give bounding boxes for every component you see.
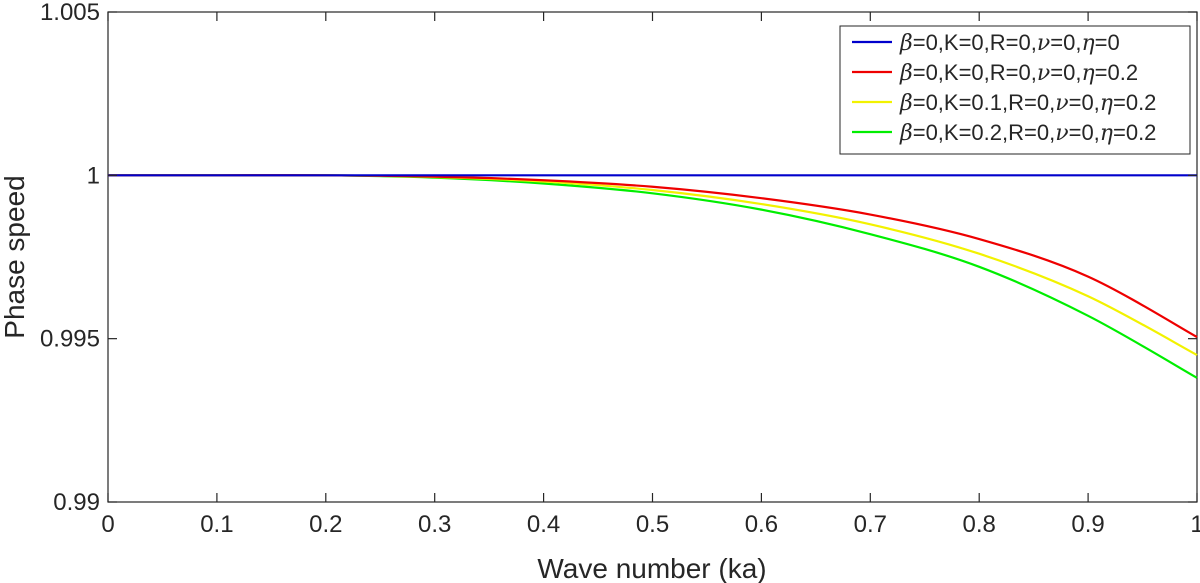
x-tick-label: 0.1 [200,511,233,538]
legend: β=0,K=0,R=0,ν=0,η=0 β=0,K=0,R=0,ν=0,η=0.2… [839,25,1191,155]
x-tick-label: 1 [1190,511,1200,538]
x-axis-label: Wave number (ka) [537,553,766,583]
x-tick-label: 0.4 [527,511,560,538]
legend-label-2: β=0,K=0,R=0,ν=0,η=0.2 [899,60,1138,86]
y-tick-label: 0.995 [40,326,100,353]
x-tick-label: 0.3 [418,511,451,538]
y-tick-label: 0.99 [53,489,100,516]
legend-label-1: β=0,K=0,R=0,ν=0,η=0 [899,30,1120,56]
x-tick-label: 0.2 [309,511,342,538]
legend-label-3: β=0,K=0.1,R=0,ν=0,η=0.2 [899,90,1156,116]
x-tick-label: 0.9 [1071,511,1104,538]
axes-layer: 0 0.1 0.2 0.3 0.4 0.5 0.6 0.7 0.8 0.9 1 0.99 0.995 1 1… [40,0,1200,538]
legend-box [839,25,1191,155]
y-axis-label: Phase speed [0,175,30,338]
x-tick-label: 0 [101,511,114,538]
y-tick-label: 1.005 [40,0,100,26]
x-tick-label: 0.7 [854,511,887,538]
x-tick-label: 0.6 [745,511,778,538]
y-tick-label: 1 [87,162,100,189]
legend-label-4: β=0,K=0.2,R=0,ν=0,η=0.2 [899,120,1156,146]
x-tick-label: 0.8 [963,511,996,538]
x-tick-label: 0.5 [636,511,669,538]
series-layer [108,174,1198,379]
